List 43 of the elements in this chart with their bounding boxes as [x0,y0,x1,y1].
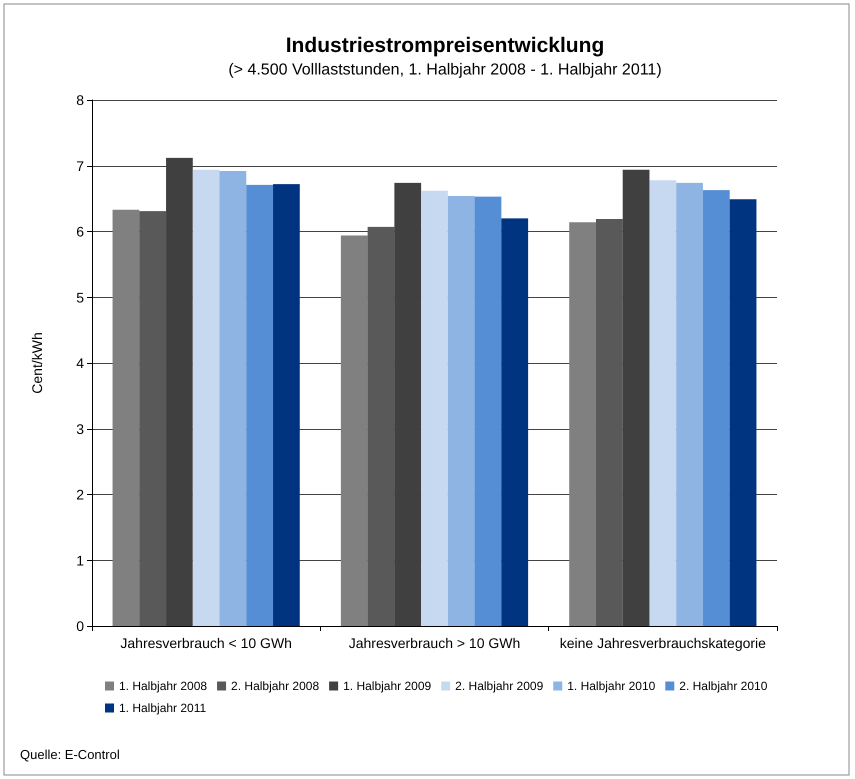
bar [139,211,166,626]
source-note: Quelle: E-Control [20,747,120,762]
y-tick-label: 8 [76,92,84,108]
bar [192,170,220,626]
bar [421,190,448,626]
x-tick-label: keine Jahresverbrauchskategorie [560,635,766,651]
y-tick-label: 1 [76,552,84,568]
legend-label: 2. Halbjahr 2009 [455,679,544,693]
legend-label: 1. Halbjahr 2010 [567,679,656,693]
bar [622,170,650,626]
y-axis-title: Cent/kWh [29,332,45,394]
bar [569,222,596,626]
bar [501,218,528,626]
bar [394,182,422,626]
bar [112,210,140,626]
bar [596,219,623,626]
bar [220,171,246,626]
bar [340,235,368,626]
bar [730,199,756,626]
bar [368,226,394,626]
y-tick-label: 5 [76,289,84,306]
x-tick-label: Jahresverbrauch > 10 GWh [348,635,520,651]
chart-subtitle: (> 4.500 Volllaststunden, 1. Halbjahr 2008 - 1. Halbjahr 2011) [228,62,662,78]
bar [649,180,676,626]
y-tick-label: 7 [76,158,84,174]
y-tick-label: 3 [76,420,84,437]
legend-label: 1. Halbjahr 2011 [119,701,206,715]
x-tick-label: Jahresverbrauch < 10 GWh [120,635,292,651]
bar [448,196,475,626]
legend-label: 1. Halbjahr 2008 [119,679,208,693]
bar [246,184,274,626]
bar [273,184,300,626]
legend-label: 1. Halbjahr 2009 [343,679,432,693]
bar [702,190,730,626]
y-tick-label: 4 [76,355,84,371]
legend-label: 2. Halbjahr 2008 [231,679,320,693]
bar [676,182,703,626]
chart-title: Industriestrompreisentwicklung [286,34,604,57]
bar [474,196,502,626]
y-tick-label: 0 [76,618,84,634]
y-tick-label: 6 [76,224,84,240]
y-tick-label: 2 [76,486,84,502]
legend-label: 2. Halbjahr 2010 [679,679,768,693]
